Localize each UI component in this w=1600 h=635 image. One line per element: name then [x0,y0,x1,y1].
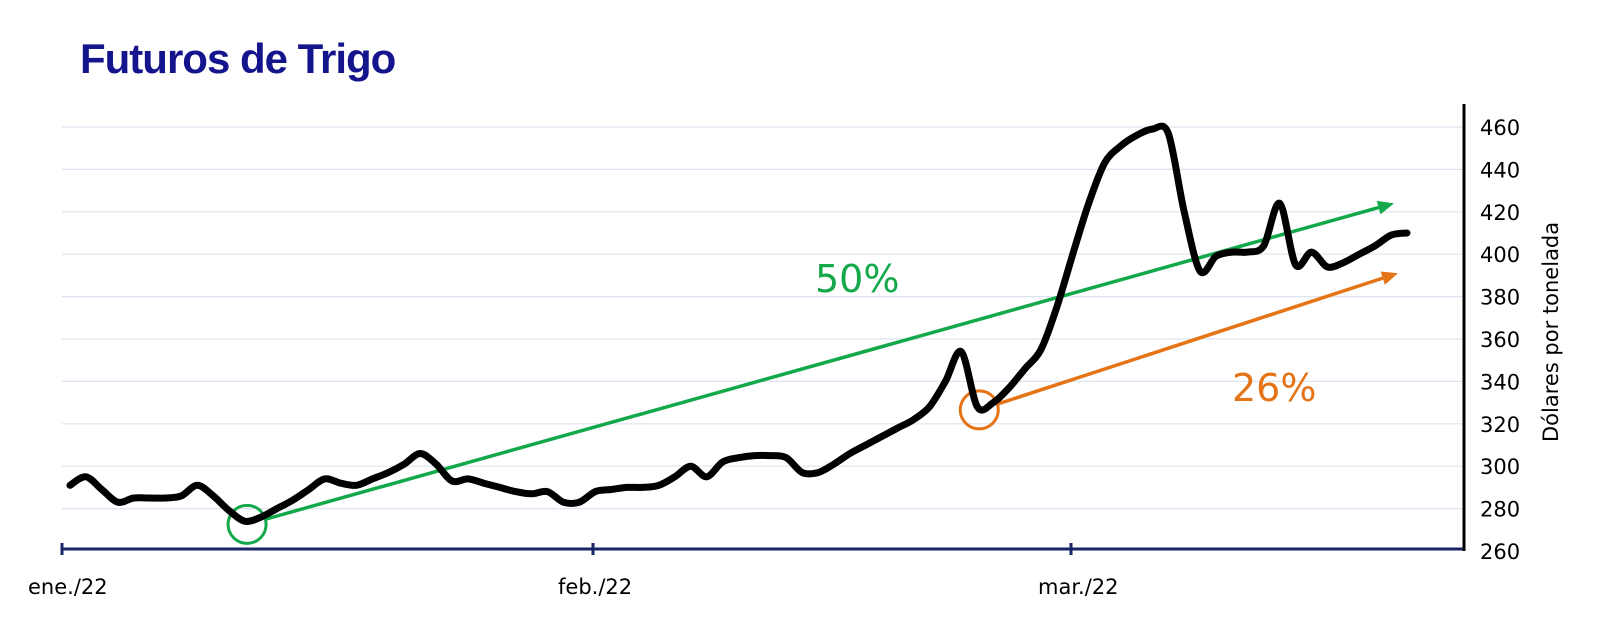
y-tick-labels: 260 280 300 320 340 360 380 400 420 440 460 [1480,116,1520,564]
trend-arrow-head [1380,271,1398,285]
y-tick-label: 440 [1480,158,1520,182]
y-tick-label: 340 [1480,370,1520,394]
annotation-markers [226,389,1000,545]
annotation-label: 50% [815,257,899,301]
y-tick-label: 400 [1480,243,1520,267]
y-tick-label: 320 [1480,413,1520,437]
y-axis-title: Dólares por tonelada [1539,222,1563,442]
axes [62,104,1466,551]
annotation-label: 26% [1232,366,1316,410]
y-tick-label: 420 [1480,201,1520,225]
start-circle-green [226,503,268,545]
grid-lines [62,126,1464,510]
x-tick-label: feb./22 [558,575,632,599]
x-tick-label: ene./22 [28,575,108,599]
trend-arrow-head [1376,200,1394,215]
price-line [66,122,1411,525]
annotation-labels: 50% 26% [815,257,1316,410]
chart-title: Futuros de Trigo [80,35,396,82]
y-tick-label: 260 [1480,540,1520,564]
x-tick-label: mar./22 [1038,575,1119,599]
trend-arrow-line [996,276,1384,406]
y-tick-label: 280 [1480,498,1520,522]
y-tick-label: 380 [1480,286,1520,310]
start-circle-orange [958,389,1000,431]
y-tick-label: 360 [1480,328,1520,352]
x-tick-labels: ene./22 feb./22 mar./22 [28,543,1119,599]
y-tick-label: 300 [1480,455,1520,479]
y-tick-label: 460 [1480,116,1520,140]
trend-arrows [264,200,1398,521]
